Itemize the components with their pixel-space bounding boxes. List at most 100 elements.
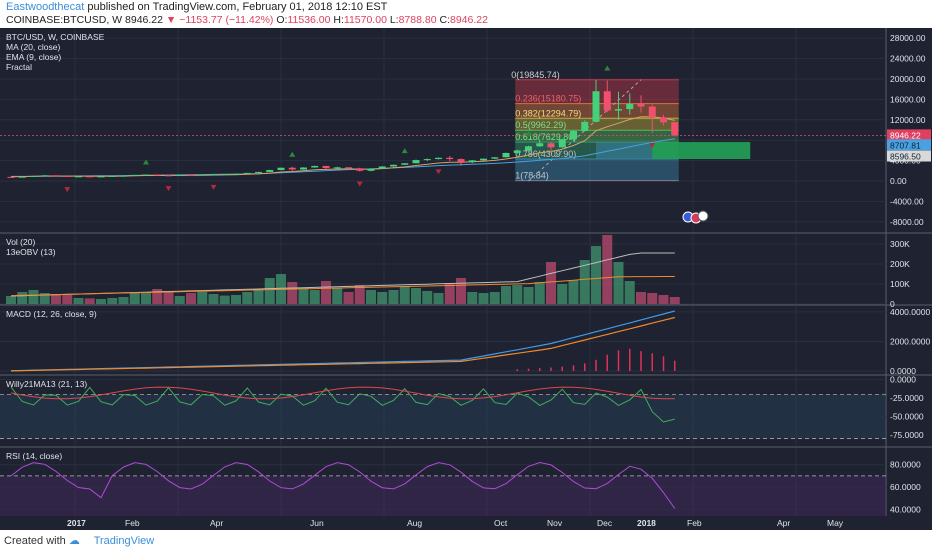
candle-body — [626, 103, 634, 110]
volume-bar — [512, 285, 523, 304]
volume-bar — [219, 295, 230, 304]
candle-body — [322, 165, 330, 168]
high-value: 11570.00 — [343, 14, 387, 26]
willy-tick-label: 0.0000 — [890, 375, 916, 385]
price-badge — [887, 129, 931, 141]
candle-body — [221, 173, 229, 175]
down-arrow-icon: ▼ — [165, 14, 177, 26]
candle-body — [75, 176, 82, 178]
willy-ma-line — [10, 386, 675, 400]
chart-background — [0, 28, 932, 516]
volume-tick-label: 100K — [890, 279, 910, 289]
main-legend-item: Fractal — [6, 62, 32, 72]
volume-bar — [39, 293, 50, 304]
volume-bar — [523, 287, 534, 304]
fractal-down-marker — [64, 187, 71, 193]
volume-bar — [422, 291, 433, 304]
volume-bar — [456, 278, 466, 304]
volume-bar — [388, 290, 399, 304]
volume-bar — [242, 292, 253, 304]
candle-body — [558, 139, 566, 148]
volume-bar — [647, 293, 658, 304]
volume-bar — [73, 298, 84, 304]
author-link[interactable]: Eastwoodthecat — [6, 1, 85, 13]
price-change: −1153.77 (−11.42%) — [179, 14, 274, 26]
candle-body — [108, 175, 116, 177]
publish-header: Eastwoodthecat published on TradingView.… — [0, 0, 932, 28]
volume-bar — [118, 297, 129, 304]
time-axis-label: Aug — [407, 518, 422, 528]
published-text: published on TradingView.com, February 0… — [87, 1, 388, 13]
volume-bar — [141, 292, 151, 304]
tradingview-link[interactable]: TradingView — [93, 535, 155, 547]
volume-bar — [96, 299, 106, 304]
price-tick-label: -8000.00 — [890, 217, 924, 227]
candle-body — [97, 176, 105, 178]
volume-bar — [489, 292, 500, 304]
candle-body — [457, 159, 465, 163]
willy-tick-label: -75.0000 — [890, 430, 924, 440]
volume-bar — [197, 292, 208, 304]
candle-body — [401, 163, 409, 165]
main-legend-item: BTC/USD, W, COINBASE — [6, 32, 105, 42]
volume-bar — [17, 292, 28, 304]
candle-body — [648, 106, 656, 118]
volume-bar — [636, 292, 646, 304]
fractal-down-marker — [165, 186, 172, 192]
rsi-line — [10, 461, 676, 509]
candle-body — [333, 167, 341, 169]
time-axis-label: Apr — [777, 518, 790, 528]
fib-level-label: 0.5(9962.29) — [515, 120, 566, 130]
candle-body — [637, 103, 645, 107]
chart-canvas[interactable]: 28000.00 24000.00 20000.00 16000.00 12000.00… — [0, 28, 932, 530]
volume-tick-label: 200K — [890, 259, 910, 269]
volume-bar — [163, 291, 174, 304]
time-axis-label: Feb — [687, 518, 702, 528]
volume-bar — [546, 262, 556, 304]
low-value: 8788.80 — [398, 14, 437, 26]
time-axis-label: Feb — [125, 518, 140, 528]
fractal-down-marker — [649, 143, 656, 149]
candle-body — [142, 174, 150, 176]
volume-bar — [444, 284, 455, 304]
candle-body — [390, 164, 397, 167]
candle-body — [412, 160, 420, 164]
candle-body — [525, 146, 532, 151]
volume-bar — [253, 290, 264, 304]
time-axis-label: Oct — [494, 518, 508, 528]
candle-body — [266, 170, 274, 172]
volume-bar — [591, 246, 601, 304]
candle-body — [367, 168, 375, 171]
candle-body — [660, 117, 667, 123]
candle-body — [570, 131, 577, 140]
volume-bar — [433, 293, 444, 304]
volume-bar — [366, 290, 376, 304]
candle-body — [446, 157, 454, 160]
volume-bar — [231, 295, 241, 304]
last-price: 8946.22 — [125, 14, 163, 26]
volume-bar — [152, 289, 163, 304]
footer: Created with ☁ TradingView — [0, 530, 932, 550]
price-badge — [887, 150, 931, 162]
price-tick-label: 12000.00 — [890, 115, 926, 125]
volume-bar — [6, 296, 16, 304]
volume-bar — [568, 280, 579, 304]
macd-tick-label: 4000.0000 — [890, 307, 930, 317]
volume-legend-item: 13eOBV (13) — [6, 247, 56, 257]
volume-bar — [332, 288, 343, 304]
time-axis-label: Apr — [210, 518, 223, 528]
close-label: C: — [439, 14, 450, 26]
high-label: H: — [333, 14, 344, 26]
time-axis-label: Nov — [547, 518, 563, 528]
candle-body — [311, 165, 319, 168]
volume-bar — [298, 288, 309, 304]
rsi-legend: RSI (14, close) — [6, 451, 62, 461]
time-axis-label: May — [827, 518, 844, 528]
ohlc-row: COINBASE:BTCUSD, W 8946.22 ▼ −1153.77 (−… — [6, 14, 488, 26]
candle-body — [536, 143, 544, 147]
volume-bar — [264, 278, 275, 304]
candle-body — [18, 176, 26, 178]
volume-bar — [343, 292, 354, 304]
candle-body — [243, 172, 251, 174]
rsi-band — [0, 475, 886, 521]
